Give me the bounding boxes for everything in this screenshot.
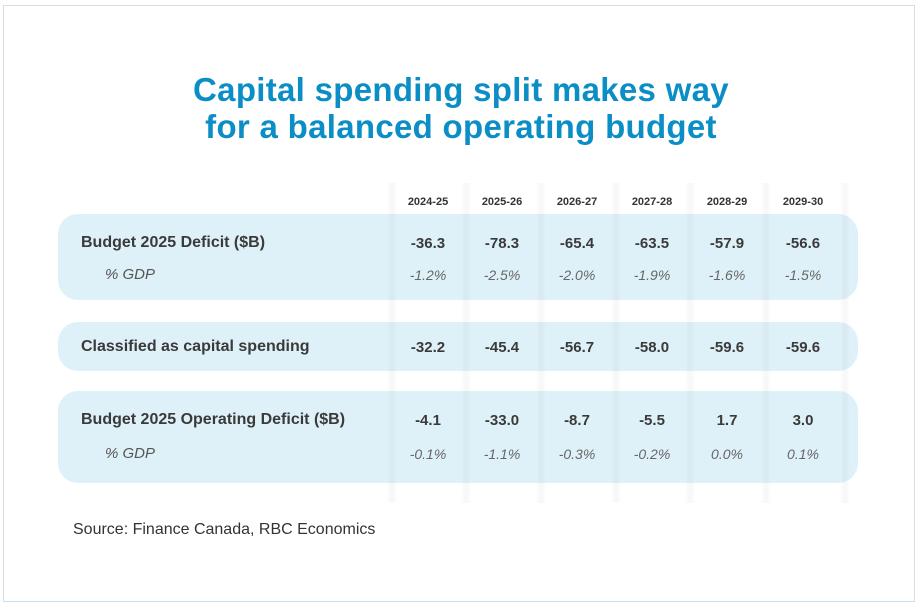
cell-value: -5.5 — [639, 412, 665, 429]
chart-frame — [3, 5, 915, 602]
cell-value: -59.6 — [785, 339, 821, 356]
cell-percent: 0.1% — [787, 446, 819, 462]
source-note: Source: Finance Canada, RBC Economics — [73, 521, 376, 538]
cell-value: -4.1 — [415, 412, 441, 429]
column-divider — [387, 183, 397, 503]
column-header: 2026-27 — [556, 196, 598, 208]
cell-value: -58.0 — [634, 339, 670, 356]
row-panel-capital — [58, 322, 858, 371]
column-divider — [461, 183, 471, 503]
column-divider — [685, 183, 695, 503]
column-header: 2028-29 — [706, 196, 748, 208]
cell-value: -32.2 — [410, 339, 446, 356]
cell-value: -57.9 — [709, 235, 745, 252]
row-label: Budget 2025 Operating Deficit ($B) — [81, 411, 346, 428]
cell-value: -56.6 — [785, 235, 821, 252]
cell-percent: -2.0% — [558, 267, 596, 283]
cell-percent: -0.3% — [558, 446, 596, 462]
cell-value: -59.6 — [709, 339, 745, 356]
column-header: 2025-26 — [481, 196, 523, 208]
column-divider — [761, 183, 771, 503]
cell-percent: -1.9% — [633, 267, 671, 283]
chart-title-line2: for a balanced operating budget — [205, 108, 717, 145]
column-divider — [536, 183, 546, 503]
column-divider — [840, 183, 850, 503]
row-panel-deficit — [58, 214, 858, 300]
cell-value: 3.0 — [792, 412, 814, 429]
cell-value: -45.4 — [484, 339, 520, 356]
cell-percent: -0.1% — [409, 446, 447, 462]
column-header: 2024-25 — [407, 196, 449, 208]
cell-percent: -1.5% — [784, 267, 822, 283]
cell-value: -63.5 — [634, 235, 670, 252]
column-header: 2029-30 — [782, 196, 824, 208]
cell-percent: 0.0% — [711, 446, 743, 462]
column-header: 2027-28 — [631, 196, 673, 208]
row-panel-operating — [58, 391, 858, 483]
cell-percent: -1.1% — [483, 446, 521, 462]
cell-percent: -0.2% — [633, 446, 671, 462]
cell-value: -56.7 — [559, 339, 595, 356]
chart-title-line1: Capital spending split makes way — [193, 71, 729, 108]
cell-value: -33.0 — [484, 412, 520, 429]
cell-percent: -1.6% — [708, 267, 746, 283]
row-sublabel: % GDP — [105, 266, 156, 283]
cell-value: -78.3 — [484, 235, 520, 252]
cell-value: 1.7 — [716, 412, 738, 429]
cell-value: -36.3 — [410, 235, 446, 252]
row-sublabel: % GDP — [105, 445, 156, 462]
row-label: Budget 2025 Deficit ($B) — [81, 234, 266, 251]
row-label: Classified as capital spending — [81, 338, 310, 355]
cell-value: -65.4 — [559, 235, 595, 252]
column-divider — [611, 183, 621, 503]
cell-value: -8.7 — [564, 412, 590, 429]
cell-percent: -2.5% — [483, 267, 521, 283]
cell-percent: -1.2% — [409, 267, 447, 283]
